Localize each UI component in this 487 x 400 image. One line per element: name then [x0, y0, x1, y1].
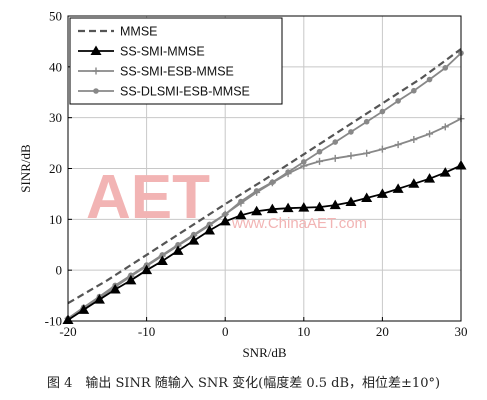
x-tick-label: 30: [455, 324, 468, 339]
triangle-marker: [408, 178, 420, 188]
circle-marker: [285, 169, 291, 175]
series-line: [67, 48, 462, 305]
triangle-marker: [329, 199, 341, 210]
triangle-marker: [376, 188, 388, 198]
triangle-marker: [282, 202, 294, 213]
circle-marker: [332, 139, 339, 145]
y-tick-label: 50: [49, 9, 62, 24]
x-tick-label: 10: [297, 324, 310, 339]
circle-marker: [411, 87, 417, 94]
legend-label: MMSE: [120, 25, 158, 39]
y-axis-label: SINR/dB: [18, 144, 33, 193]
circle-marker: [253, 188, 260, 194]
circle-marker: [379, 108, 386, 115]
triangle-marker: [172, 245, 184, 255]
triangle-marker: [78, 304, 90, 314]
watermark-logo: AET: [86, 163, 210, 232]
watermark-url: www.ChinaAET.com: [231, 215, 367, 232]
triangle-marker: [439, 167, 451, 177]
y-tick-label: 30: [49, 110, 62, 125]
triangle-marker: [156, 255, 168, 266]
plus-marker: [92, 67, 100, 75]
triangle-marker: [141, 264, 153, 275]
circle-marker: [269, 179, 276, 186]
triangle-marker: [125, 274, 137, 285]
triangle-marker: [188, 235, 200, 245]
circle-marker: [159, 252, 166, 258]
triangle-marker: [298, 202, 310, 212]
triangle-marker: [424, 173, 436, 183]
triangle-marker: [219, 215, 231, 226]
triangle-marker: [90, 45, 102, 55]
triangle-marker: [203, 225, 215, 235]
circle-marker: [316, 148, 323, 155]
legend-label: SS-SMI-ESB-MMSE: [120, 65, 234, 79]
triangle-marker: [109, 283, 121, 294]
plus-marker: [441, 123, 449, 131]
legend-label: SS-DLSMI-ESB-MMSE: [120, 85, 250, 99]
circle-marker: [395, 98, 401, 104]
plus-marker: [378, 145, 386, 153]
x-tick-label: 0: [222, 324, 229, 339]
y-tick-label: 10: [49, 212, 62, 227]
plus-marker: [363, 149, 371, 157]
plus-marker: [410, 136, 418, 144]
plus-marker: [347, 152, 355, 160]
circle-marker: [426, 76, 433, 83]
triangle-marker: [235, 209, 247, 220]
circle-marker: [190, 231, 197, 238]
x-axis-label: SNR/dB: [242, 345, 286, 360]
circle-marker: [206, 221, 213, 228]
y-tick-label: -10: [45, 314, 62, 329]
series-mmse: [67, 48, 462, 305]
triangle-marker: [251, 205, 263, 216]
series-line: [67, 52, 462, 320]
circle-marker: [348, 129, 354, 135]
y-tick-label: 0: [56, 263, 63, 278]
plus-marker: [426, 130, 434, 138]
triangle-marker: [266, 203, 278, 214]
circle-marker: [442, 65, 449, 71]
figure-caption: 图 4 输出 SINR 随输入 SNR 变化(幅度差 0.5 dB，相位差±10…: [46, 376, 441, 391]
watermark: AET www.ChinaAET.com: [86, 163, 367, 232]
triangle-marker: [361, 192, 373, 202]
circle-marker: [363, 118, 370, 125]
circle-marker: [238, 198, 244, 205]
plus-marker: [316, 157, 324, 165]
triangle-marker: [314, 201, 326, 212]
plot-series: [62, 48, 467, 324]
x-tick-label: -10: [138, 324, 155, 339]
circle-marker: [301, 159, 307, 165]
plus-marker: [394, 141, 402, 149]
plus-marker: [331, 154, 339, 162]
circle-marker: [222, 211, 228, 218]
circle-marker: [175, 241, 181, 248]
legend: MMSE SS-SMI-MMSE SS-SMI-ESB-MMSE SS-DLSMI-E…: [69, 17, 283, 105]
x-tick-label: -20: [59, 324, 76, 339]
y-tick-label: 40: [49, 59, 62, 74]
y-tick-label: 20: [49, 161, 62, 176]
circle-marker: [93, 88, 99, 94]
triangle-marker: [392, 183, 404, 193]
x-tick-label: 20: [376, 324, 389, 339]
legend-label: SS-SMI-MMSE: [120, 45, 205, 59]
triangle-marker: [345, 196, 357, 207]
series-ss-smi-mmse: [62, 159, 467, 324]
triangle-marker: [93, 294, 105, 304]
legend-box: [69, 17, 283, 105]
